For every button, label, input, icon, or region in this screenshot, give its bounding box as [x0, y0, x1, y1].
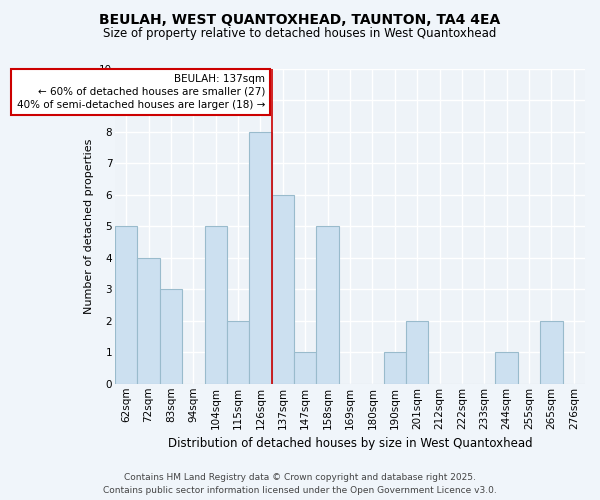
- Bar: [406, 321, 428, 384]
- Text: Size of property relative to detached houses in West Quantoxhead: Size of property relative to detached ho…: [103, 28, 497, 40]
- Bar: [115, 226, 137, 384]
- Bar: [294, 352, 316, 384]
- Bar: [227, 321, 249, 384]
- Bar: [272, 195, 294, 384]
- Bar: [160, 290, 182, 384]
- X-axis label: Distribution of detached houses by size in West Quantoxhead: Distribution of detached houses by size …: [167, 437, 532, 450]
- Text: BEULAH: 137sqm
← 60% of detached houses are smaller (27)
40% of semi-detached ho: BEULAH: 137sqm ← 60% of detached houses …: [17, 74, 265, 110]
- Text: BEULAH, WEST QUANTOXHEAD, TAUNTON, TA4 4EA: BEULAH, WEST QUANTOXHEAD, TAUNTON, TA4 4…: [100, 12, 500, 26]
- Bar: [540, 321, 563, 384]
- Bar: [383, 352, 406, 384]
- Y-axis label: Number of detached properties: Number of detached properties: [83, 138, 94, 314]
- Bar: [205, 226, 227, 384]
- Bar: [316, 226, 339, 384]
- Text: Contains HM Land Registry data © Crown copyright and database right 2025.
Contai: Contains HM Land Registry data © Crown c…: [103, 474, 497, 495]
- Bar: [137, 258, 160, 384]
- Bar: [249, 132, 272, 384]
- Bar: [496, 352, 518, 384]
